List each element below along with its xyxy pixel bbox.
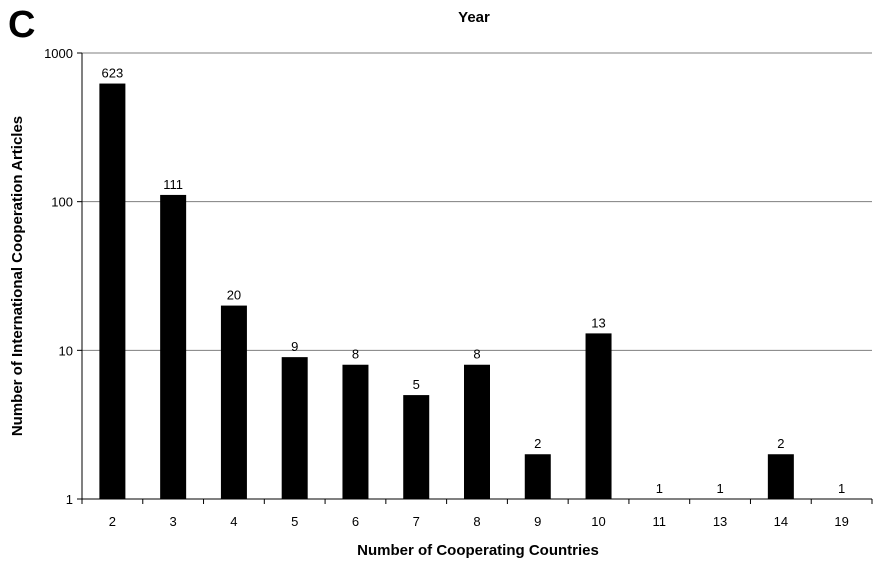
x-tick-label: 8 — [473, 514, 480, 529]
x-axis-title: Number of Cooperating Countries — [357, 542, 599, 559]
bar — [220, 305, 247, 499]
x-tick-label: 13 — [713, 514, 727, 529]
x-tick-label: 9 — [534, 514, 541, 529]
bar — [524, 454, 551, 499]
data-label: 2 — [534, 436, 541, 451]
x-tick-label: 4 — [230, 514, 237, 529]
bar — [342, 364, 369, 499]
y-axis-title: Number of International Cooperation Arti… — [9, 116, 26, 436]
data-label: 1 — [716, 481, 723, 496]
data-label: 13 — [591, 315, 605, 330]
data-label: 623 — [102, 66, 124, 81]
bar — [99, 83, 126, 499]
chart-title: Year — [458, 9, 490, 26]
data-label: 1 — [838, 481, 845, 496]
bar — [160, 194, 187, 499]
x-tick-label: 5 — [291, 514, 298, 529]
panel-label: C — [8, 4, 36, 46]
x-tick-label: 19 — [834, 514, 848, 529]
y-tick-label: 1 — [66, 492, 73, 507]
data-label: 8 — [473, 347, 480, 362]
data-label: 2 — [777, 436, 784, 451]
data-label: 9 — [291, 339, 298, 354]
gridlines — [82, 52, 872, 351]
x-tick-label: 14 — [774, 514, 788, 529]
y-tick-label: 10 — [59, 343, 73, 358]
data-label: 8 — [352, 347, 359, 362]
data-label: 111 — [163, 177, 183, 192]
x-tick-label: 2 — [109, 514, 116, 529]
x-tick-label: 10 — [591, 514, 605, 529]
data-label: 1 — [656, 481, 663, 496]
y-tick-label: 1000 — [44, 46, 73, 61]
x-tick-label: 3 — [170, 514, 177, 529]
x-tick-label: 11 — [653, 514, 667, 529]
x-tick-label: 7 — [413, 514, 420, 529]
data-label: 5 — [413, 377, 420, 392]
bar — [464, 364, 490, 499]
bar — [767, 454, 794, 499]
bars: 623 111 20 9 8 5 8 2 13 1 1 2 1 — [99, 66, 845, 499]
bar — [403, 395, 430, 499]
bar — [585, 333, 612, 499]
bar — [281, 357, 308, 499]
data-label: 20 — [227, 288, 241, 303]
x-tick-label: 6 — [352, 514, 359, 529]
y-tick-label: 100 — [51, 195, 73, 210]
